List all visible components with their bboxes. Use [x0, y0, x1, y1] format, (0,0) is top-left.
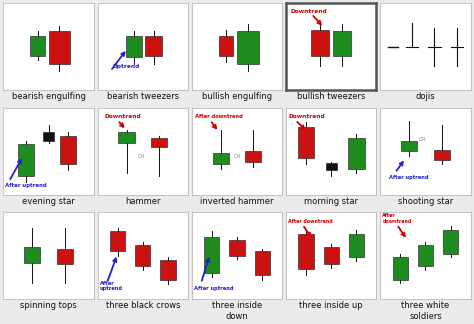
Bar — [56, 249, 73, 264]
Bar — [213, 153, 229, 164]
Bar — [245, 151, 261, 162]
Text: OR: OR — [418, 137, 426, 142]
Bar — [48, 31, 70, 64]
Bar — [110, 231, 125, 251]
X-axis label: bearish engulfing: bearish engulfing — [11, 92, 85, 101]
Text: After
uptrend: After uptrend — [100, 281, 122, 291]
X-axis label: hammer: hammer — [125, 197, 161, 206]
Bar — [219, 36, 233, 55]
X-axis label: bullish tweezers: bullish tweezers — [297, 92, 365, 101]
Bar — [298, 127, 314, 158]
X-axis label: three inside up: three inside up — [300, 301, 363, 310]
Text: After downtrend: After downtrend — [195, 114, 242, 119]
Bar — [43, 132, 54, 141]
Bar — [160, 260, 176, 280]
Bar — [443, 230, 458, 254]
Bar — [229, 240, 245, 256]
Bar — [18, 144, 34, 176]
Text: Downtrend: Downtrend — [288, 114, 325, 119]
Bar — [324, 247, 339, 264]
X-axis label: spinning tops: spinning tops — [20, 301, 77, 310]
Text: After uptrend: After uptrend — [5, 183, 47, 188]
X-axis label: three white
soldiers: three white soldiers — [401, 301, 450, 320]
X-axis label: three inside
down: three inside down — [212, 301, 262, 320]
Bar — [237, 31, 259, 64]
X-axis label: shooting star: shooting star — [398, 197, 453, 206]
X-axis label: morning star: morning star — [304, 197, 358, 206]
Bar — [24, 247, 40, 262]
Bar — [151, 138, 167, 147]
Bar — [333, 31, 351, 55]
Bar — [418, 245, 433, 266]
Text: After
downtrend: After downtrend — [382, 213, 411, 224]
Text: After uptrend: After uptrend — [194, 286, 233, 291]
Bar — [434, 149, 450, 160]
Bar — [135, 245, 150, 266]
Bar — [126, 36, 142, 57]
Text: Downtrend: Downtrend — [291, 9, 328, 14]
Bar — [60, 136, 76, 164]
Bar — [311, 29, 329, 55]
X-axis label: bullish engulfing: bullish engulfing — [202, 92, 272, 101]
X-axis label: inverted hammer: inverted hammer — [200, 197, 274, 206]
Text: OR: OR — [233, 154, 241, 159]
Bar — [146, 36, 162, 55]
Bar — [392, 257, 408, 280]
X-axis label: three black crows: three black crows — [106, 301, 180, 310]
Bar — [349, 234, 364, 257]
Text: Uptrend: Uptrend — [112, 64, 139, 69]
Bar — [326, 163, 337, 170]
X-axis label: evening star: evening star — [22, 197, 75, 206]
Text: OR: OR — [137, 154, 145, 159]
Text: After uptrend: After uptrend — [390, 175, 429, 180]
X-axis label: bearish tweezers: bearish tweezers — [107, 92, 179, 101]
Text: Downtrend: Downtrend — [105, 114, 142, 119]
Bar — [401, 141, 418, 151]
Bar — [30, 36, 45, 55]
Bar — [204, 237, 219, 273]
Text: After downtrend: After downtrend — [288, 219, 333, 224]
Bar — [118, 132, 135, 143]
X-axis label: dojis: dojis — [416, 92, 435, 101]
Bar — [348, 138, 365, 168]
Bar — [255, 251, 270, 275]
Bar — [298, 234, 314, 269]
